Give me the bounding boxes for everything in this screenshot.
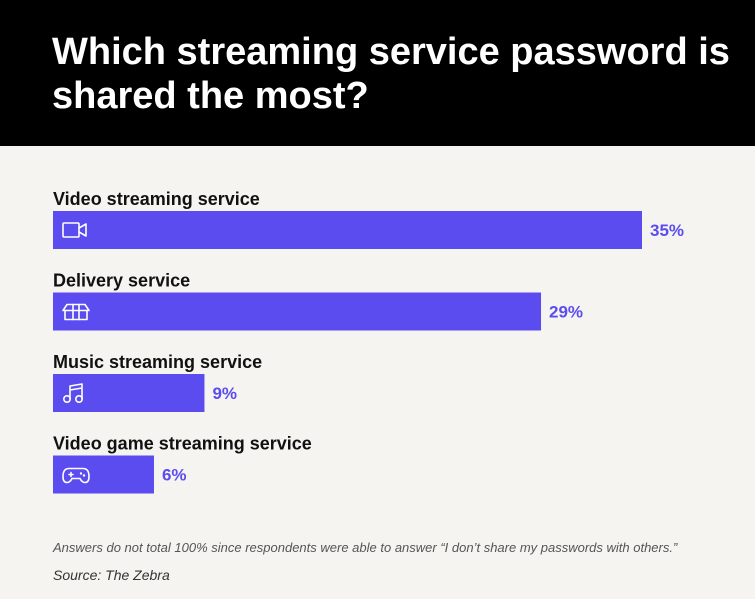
bar [53,374,205,412]
gamepad-icon [62,467,90,484]
header-banner: Which streaming service password is shar… [0,0,755,146]
package-box-icon [62,303,90,321]
category-label: Video streaming service [53,189,260,209]
bar [53,292,542,331]
bar-row: Delivery service 29% [53,271,583,331]
value-label: 35% [650,221,684,240]
video-camera-icon [62,222,87,238]
category-label: Delivery service [53,271,190,291]
category-label: Video game streaming service [53,434,312,454]
chart-title: Which streaming service password is shar… [52,31,730,117]
bar-row: Music streaming service 9% [53,352,262,412]
source-credit: Source: The Zebra [53,567,170,583]
chart-notes: Answers do not total 100% since responde… [53,540,743,583]
music-note-icon [62,383,84,404]
category-label: Music streaming service [53,352,262,372]
value-label: 6% [162,466,187,485]
value-label: 29% [549,303,583,322]
bar-row: Video game streaming service 6% [53,434,312,494]
bar [53,455,154,494]
footnote: Answers do not total 100% since responde… [53,540,678,555]
bar-row: Video streaming service 35% [53,189,684,249]
bar-chart-svg: Video streaming service 35% Delivery servi… [53,189,684,494]
bar-chart: Video streaming service 35% Delivery servi… [0,146,755,526]
bar [53,211,642,249]
value-label: 9% [212,384,237,403]
